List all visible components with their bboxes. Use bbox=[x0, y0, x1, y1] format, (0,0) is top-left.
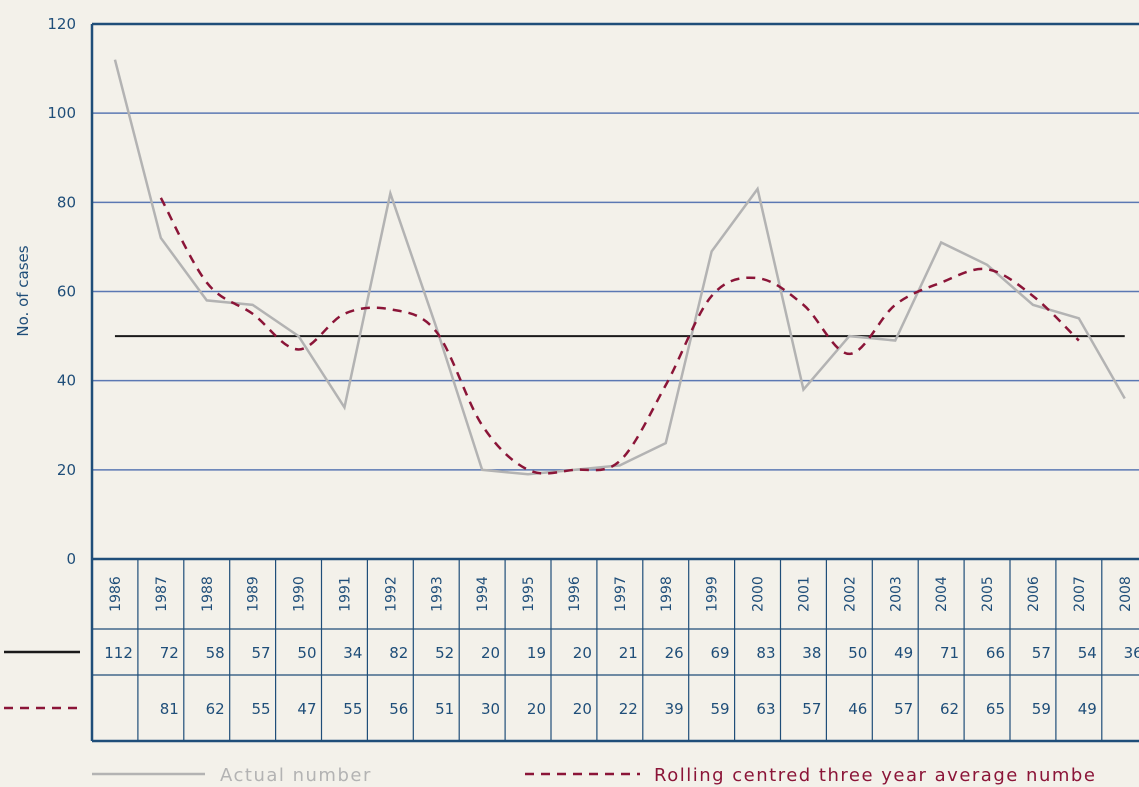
table-cell: 47 bbox=[297, 700, 316, 718]
y-tick-label: 80 bbox=[57, 193, 76, 211]
x-tick-label: 1986 bbox=[108, 576, 124, 612]
table-cell: 71 bbox=[940, 644, 959, 662]
table-cell: 57 bbox=[252, 644, 271, 662]
x-tick-label: 1990 bbox=[292, 576, 308, 612]
y-tick-label: 20 bbox=[57, 461, 76, 479]
table-cell: 62 bbox=[940, 700, 959, 718]
x-tick-label: 1995 bbox=[521, 576, 537, 612]
x-tick-label: 2001 bbox=[796, 576, 812, 612]
table-cell: 20 bbox=[527, 700, 546, 718]
table-cell: 21 bbox=[619, 644, 638, 662]
table-cell: 72 bbox=[160, 644, 179, 662]
table-cell: 63 bbox=[756, 700, 775, 718]
x-tick-label: 1999 bbox=[705, 576, 721, 612]
table-cell: 55 bbox=[343, 700, 362, 718]
x-tick-label: 2006 bbox=[1026, 576, 1042, 612]
table-cell: 34 bbox=[343, 644, 362, 662]
table-cell: 50 bbox=[848, 644, 867, 662]
x-tick-label: 2000 bbox=[751, 576, 767, 612]
rolling-average-line bbox=[159, 197, 1080, 475]
x-tick-label: 1993 bbox=[429, 576, 445, 612]
table-cell: 19 bbox=[527, 644, 546, 662]
actual-number-line bbox=[113, 59, 1126, 476]
table-cell: 62 bbox=[206, 700, 225, 718]
y-tick-label: 0 bbox=[66, 550, 76, 568]
x-tick-label: 1992 bbox=[383, 576, 399, 612]
table-cell: 49 bbox=[894, 644, 913, 662]
x-tick-label: 2005 bbox=[980, 576, 996, 612]
table-cell: 20 bbox=[573, 700, 592, 718]
x-tick-label: 2002 bbox=[842, 576, 858, 612]
x-tick-label: 1997 bbox=[613, 576, 629, 612]
table-cell: 36 bbox=[1124, 644, 1139, 662]
table-cell: 81 bbox=[160, 700, 179, 718]
table-cell: 57 bbox=[1032, 644, 1051, 662]
legend-label-rolling: Rolling centred three year average numbe bbox=[654, 765, 1096, 786]
table-cell: 54 bbox=[1078, 644, 1097, 662]
table-cell: 112 bbox=[104, 644, 133, 662]
table-cell: 52 bbox=[435, 644, 454, 662]
x-tick-label: 1994 bbox=[475, 576, 491, 612]
y-tick-label: 40 bbox=[57, 372, 76, 390]
x-tick-label: 1988 bbox=[200, 576, 216, 612]
table-cell: 66 bbox=[986, 644, 1005, 662]
table-cell: 39 bbox=[665, 700, 684, 718]
table-cell: 58 bbox=[206, 644, 225, 662]
table-cell: 83 bbox=[756, 644, 775, 662]
y-axis-label: No. of cases bbox=[14, 245, 32, 336]
x-tick-label: 2004 bbox=[934, 576, 950, 612]
x-tick-label: 2008 bbox=[1118, 576, 1134, 612]
table-cell: 38 bbox=[802, 644, 821, 662]
table-cell: 50 bbox=[297, 644, 316, 662]
table-cell: 57 bbox=[894, 700, 913, 718]
y-tick-label: 100 bbox=[47, 104, 76, 122]
table-cell: 20 bbox=[481, 644, 500, 662]
table-cell: 59 bbox=[1032, 700, 1051, 718]
table-cell: 56 bbox=[389, 700, 408, 718]
table-cell: 49 bbox=[1078, 700, 1097, 718]
table-cell: 55 bbox=[252, 700, 271, 718]
table-cell: 22 bbox=[619, 700, 638, 718]
table-cell: 26 bbox=[665, 644, 684, 662]
table-cell: 65 bbox=[986, 700, 1005, 718]
y-tick-label: 60 bbox=[57, 283, 76, 301]
x-tick-label: 1996 bbox=[567, 576, 583, 612]
table-cell: 51 bbox=[435, 700, 454, 718]
x-tick-label: 1989 bbox=[246, 576, 262, 612]
x-tick-label: 1987 bbox=[154, 576, 170, 612]
table-cell: 59 bbox=[711, 700, 730, 718]
legend-label-actual: Actual number bbox=[220, 765, 372, 786]
table-cell: 46 bbox=[848, 700, 867, 718]
table-cell: 20 bbox=[573, 644, 592, 662]
x-tick-label: 1991 bbox=[337, 576, 353, 612]
x-tick-label: 2003 bbox=[888, 576, 904, 612]
x-tick-label: 2007 bbox=[1072, 576, 1088, 612]
x-tick-label: 1998 bbox=[659, 576, 675, 612]
table-cell: 82 bbox=[389, 644, 408, 662]
table-cell: 57 bbox=[802, 700, 821, 718]
table-cell: 30 bbox=[481, 700, 500, 718]
y-tick-label: 120 bbox=[47, 15, 76, 33]
table-cell: 69 bbox=[711, 644, 730, 662]
